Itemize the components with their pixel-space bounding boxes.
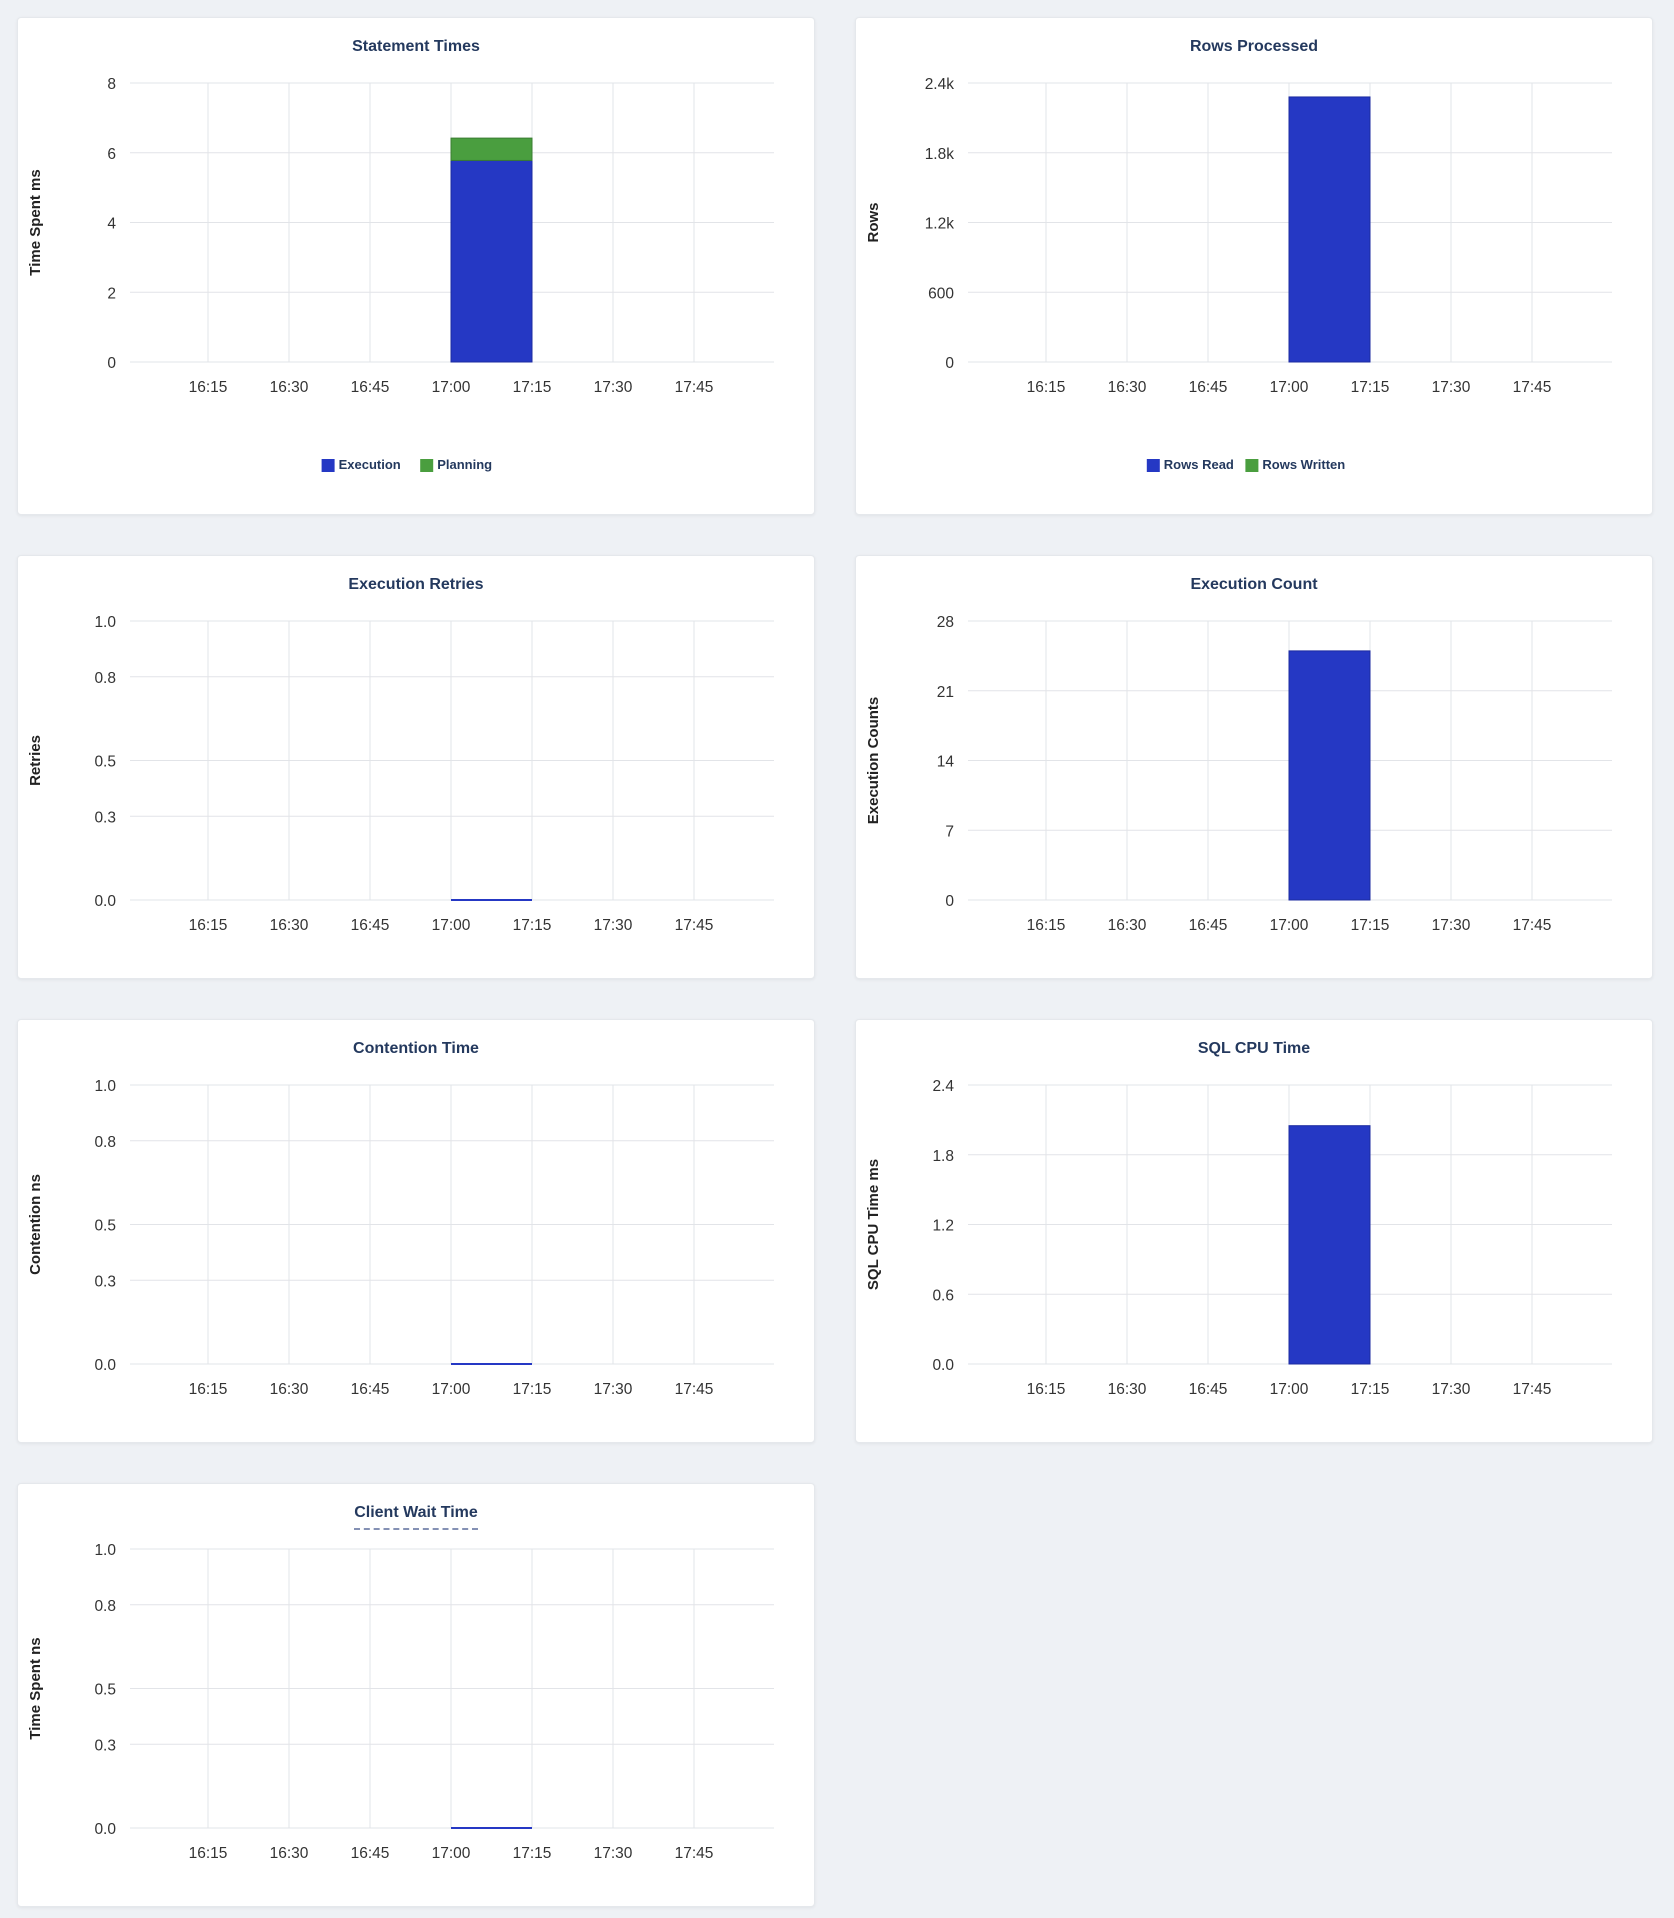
svg-text:16:15: 16:15: [189, 917, 228, 934]
svg-text:28: 28: [937, 614, 954, 631]
svg-text:16:45: 16:45: [351, 917, 390, 934]
svg-text:0.5: 0.5: [94, 1682, 116, 1699]
svg-text:17:15: 17:15: [513, 917, 552, 934]
svg-text:17:15: 17:15: [1351, 379, 1390, 396]
svg-text:2: 2: [107, 285, 116, 302]
svg-text:16:15: 16:15: [189, 1845, 228, 1862]
svg-text:16:30: 16:30: [270, 1381, 309, 1398]
svg-text:17:30: 17:30: [594, 1381, 633, 1398]
svg-text:0.5: 0.5: [94, 1218, 116, 1235]
svg-text:16:30: 16:30: [270, 917, 309, 934]
svg-text:21: 21: [937, 684, 954, 701]
svg-text:1.0: 1.0: [94, 614, 116, 631]
svg-text:8: 8: [107, 76, 116, 93]
svg-text:0.0: 0.0: [94, 1821, 116, 1838]
svg-text:Rows Read: Rows Read: [1164, 457, 1234, 472]
svg-text:0.0: 0.0: [932, 1357, 954, 1374]
svg-text:17:00: 17:00: [1270, 379, 1309, 396]
svg-text:Time Spent ns: Time Spent ns: [27, 1637, 44, 1739]
svg-text:1.0: 1.0: [94, 1542, 116, 1559]
svg-text:600: 600: [928, 285, 954, 302]
svg-text:0: 0: [945, 355, 954, 372]
svg-text:0.8: 0.8: [94, 1134, 116, 1151]
svg-text:1.2k: 1.2k: [925, 216, 955, 233]
svg-text:17:45: 17:45: [675, 1381, 714, 1398]
svg-text:16:30: 16:30: [1108, 1381, 1147, 1398]
svg-text:17:00: 17:00: [432, 379, 471, 396]
svg-text:17:15: 17:15: [513, 1381, 552, 1398]
svg-text:0.3: 0.3: [94, 809, 116, 826]
svg-text:16:45: 16:45: [351, 1845, 390, 1862]
svg-text:17:45: 17:45: [1513, 1381, 1552, 1398]
svg-text:2.4k: 2.4k: [925, 76, 955, 93]
svg-text:Time Spent ms: Time Spent ms: [27, 169, 44, 275]
svg-text:Rows: Rows: [865, 202, 882, 242]
svg-text:1.0: 1.0: [94, 1078, 116, 1095]
svg-text:0.3: 0.3: [94, 1273, 116, 1290]
svg-text:1.8: 1.8: [932, 1148, 954, 1165]
svg-text:2.4: 2.4: [932, 1078, 954, 1095]
svg-text:16:15: 16:15: [1027, 379, 1066, 396]
svg-text:17:30: 17:30: [594, 1845, 633, 1862]
svg-text:17:00: 17:00: [432, 1845, 471, 1862]
svg-text:0.3: 0.3: [94, 1737, 116, 1754]
svg-text:16:15: 16:15: [189, 379, 228, 396]
svg-text:16:30: 16:30: [1108, 379, 1147, 396]
svg-text:1.8k: 1.8k: [925, 146, 955, 163]
svg-text:4: 4: [107, 216, 116, 233]
svg-text:6: 6: [107, 146, 116, 163]
svg-text:17:00: 17:00: [1270, 1381, 1309, 1398]
svg-text:17:45: 17:45: [675, 379, 714, 396]
svg-text:Execution Counts: Execution Counts: [865, 697, 882, 825]
svg-text:0.8: 0.8: [94, 670, 116, 687]
svg-text:Execution: Execution: [339, 457, 401, 472]
svg-text:Contention ns: Contention ns: [27, 1174, 44, 1275]
svg-text:0.0: 0.0: [94, 1357, 116, 1374]
svg-text:17:30: 17:30: [1432, 379, 1471, 396]
svg-text:16:15: 16:15: [1027, 917, 1066, 934]
svg-text:Planning: Planning: [437, 457, 492, 472]
svg-text:16:30: 16:30: [270, 1845, 309, 1862]
svg-text:16:30: 16:30: [270, 379, 309, 396]
svg-text:16:45: 16:45: [351, 379, 390, 396]
svg-text:0.0: 0.0: [94, 893, 116, 910]
svg-text:0.8: 0.8: [94, 1598, 116, 1615]
svg-text:7: 7: [945, 823, 954, 840]
svg-text:16:45: 16:45: [1189, 379, 1228, 396]
svg-text:16:30: 16:30: [1108, 917, 1147, 934]
svg-text:SQL CPU Time ms: SQL CPU Time ms: [865, 1159, 882, 1290]
svg-text:17:30: 17:30: [594, 917, 633, 934]
svg-text:0.5: 0.5: [94, 754, 116, 771]
svg-text:16:15: 16:15: [1027, 1381, 1066, 1398]
svg-text:17:00: 17:00: [432, 917, 471, 934]
svg-text:16:45: 16:45: [1189, 917, 1228, 934]
svg-text:16:15: 16:15: [189, 1381, 228, 1398]
svg-text:Rows Written: Rows Written: [1262, 457, 1345, 472]
svg-text:17:00: 17:00: [432, 1381, 471, 1398]
svg-text:14: 14: [937, 754, 955, 771]
svg-text:0: 0: [945, 893, 954, 910]
svg-text:17:45: 17:45: [675, 917, 714, 934]
svg-text:17:15: 17:15: [513, 1845, 552, 1862]
svg-text:17:45: 17:45: [1513, 379, 1552, 396]
svg-text:Retries: Retries: [27, 735, 44, 786]
svg-text:17:30: 17:30: [1432, 1381, 1471, 1398]
svg-text:17:45: 17:45: [1513, 917, 1552, 934]
svg-text:16:45: 16:45: [351, 1381, 390, 1398]
svg-text:17:30: 17:30: [594, 379, 633, 396]
svg-text:17:15: 17:15: [1351, 917, 1390, 934]
svg-text:0.6: 0.6: [932, 1287, 954, 1304]
svg-text:17:15: 17:15: [513, 379, 552, 396]
svg-text:0: 0: [107, 355, 116, 372]
svg-text:1.2: 1.2: [932, 1218, 954, 1235]
svg-text:17:45: 17:45: [675, 1845, 714, 1862]
svg-text:17:30: 17:30: [1432, 917, 1471, 934]
svg-text:17:15: 17:15: [1351, 1381, 1390, 1398]
svg-text:17:00: 17:00: [1270, 917, 1309, 934]
svg-text:16:45: 16:45: [1189, 1381, 1228, 1398]
